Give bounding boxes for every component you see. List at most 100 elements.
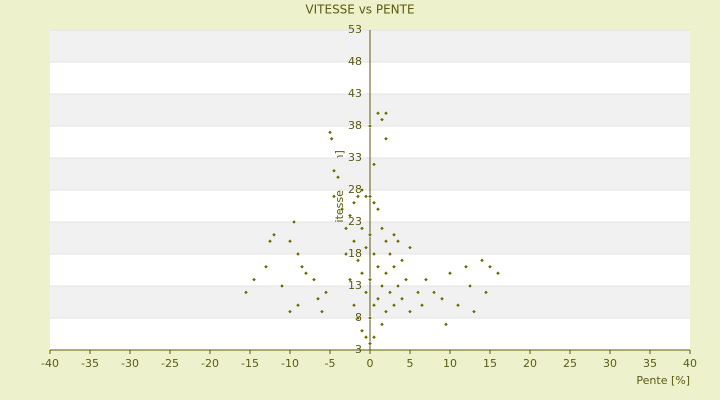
- x-tick-label: 0: [367, 357, 374, 370]
- point: [263, 264, 269, 270]
- point: [367, 315, 373, 321]
- point: [371, 251, 377, 257]
- y-tick-label: 18: [348, 247, 362, 260]
- point: [399, 296, 405, 302]
- point: [367, 232, 373, 238]
- point: [367, 277, 373, 282]
- y-tick-label: 13: [348, 279, 362, 292]
- point: [483, 290, 489, 295]
- y-tick-label: 48: [348, 55, 362, 68]
- x-axis-label: Pente [%]: [636, 374, 690, 387]
- x-tick-label: 10: [443, 357, 457, 370]
- point: [395, 283, 401, 289]
- x-tick-label: 40: [683, 357, 697, 370]
- chart-title: VITESSE vs PENTE: [305, 3, 414, 17]
- point: [407, 245, 413, 250]
- point: [327, 130, 333, 135]
- point: [403, 277, 409, 282]
- x-tick-label: 25: [563, 357, 577, 370]
- point: [243, 290, 249, 295]
- point: [487, 264, 493, 270]
- point: [383, 309, 389, 314]
- point: [311, 277, 317, 282]
- x-tick-label: 30: [603, 357, 617, 370]
- point: [291, 219, 297, 225]
- point: [367, 194, 373, 199]
- point: [423, 277, 429, 282]
- point: [387, 251, 393, 257]
- point: [331, 194, 337, 199]
- point: [363, 245, 369, 250]
- x-tick-label: 15: [483, 357, 497, 370]
- point: [329, 136, 334, 142]
- point: [355, 194, 361, 199]
- point: [463, 264, 469, 270]
- point: [439, 296, 445, 302]
- point: [287, 309, 293, 314]
- point: [375, 206, 381, 212]
- point: [343, 226, 349, 231]
- point: [359, 226, 365, 231]
- point: [339, 206, 345, 212]
- point: [363, 290, 369, 295]
- x-tick-label: -5: [325, 357, 336, 370]
- point: [383, 238, 389, 244]
- point: [455, 302, 461, 308]
- x-tick-label: 35: [643, 357, 657, 370]
- point: [443, 322, 449, 327]
- y-tick-label: 3: [355, 343, 362, 356]
- point: [479, 258, 485, 263]
- point: [295, 251, 301, 257]
- point: [375, 110, 381, 116]
- y-tick-label: 38: [348, 119, 362, 132]
- point: [391, 302, 397, 308]
- point: [383, 110, 389, 116]
- point: [407, 309, 413, 314]
- y-tick-label: 43: [348, 87, 362, 100]
- point: [287, 238, 293, 244]
- point: [335, 174, 341, 180]
- x-tick-label: -15: [241, 357, 259, 370]
- point: [319, 309, 325, 314]
- x-tick-label: -25: [161, 357, 179, 370]
- point: [359, 270, 365, 276]
- y-tick-label: 33: [348, 151, 362, 164]
- point: [467, 283, 473, 289]
- point: [323, 290, 329, 295]
- point: [351, 302, 357, 308]
- point: [399, 258, 405, 263]
- x-tick-label: -20: [201, 357, 219, 370]
- point: [359, 187, 365, 193]
- point: [375, 264, 381, 270]
- point: [383, 270, 389, 276]
- x-tick-label: -10: [281, 357, 299, 370]
- point: [391, 232, 397, 238]
- point: [391, 264, 397, 270]
- point: [351, 238, 357, 244]
- point: [271, 232, 277, 238]
- point: [331, 168, 337, 174]
- point: [267, 238, 273, 244]
- point: [251, 277, 257, 282]
- point: [315, 296, 321, 302]
- point: [447, 270, 453, 276]
- point: [299, 264, 305, 270]
- point: [347, 277, 353, 282]
- point: [379, 226, 385, 231]
- point: [379, 117, 385, 122]
- point: [367, 123, 373, 129]
- y-tick-label: 28: [348, 183, 362, 196]
- x-tick-label: -40: [41, 357, 59, 370]
- y-tick-label: 23: [348, 215, 362, 228]
- point: [351, 200, 357, 206]
- point: [343, 251, 349, 257]
- point: [387, 290, 393, 295]
- point: [303, 270, 309, 276]
- point: [471, 309, 477, 314]
- point: [367, 341, 373, 346]
- point: [279, 283, 285, 289]
- point: [371, 162, 377, 167]
- point: [379, 283, 385, 289]
- point: [359, 328, 365, 334]
